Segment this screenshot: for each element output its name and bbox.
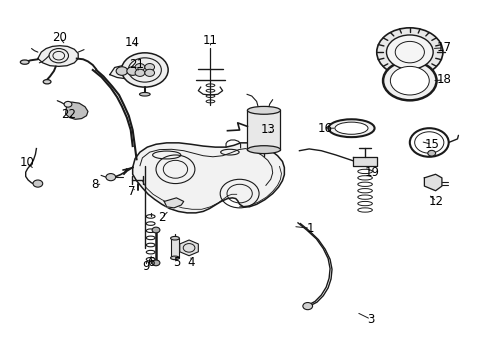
Ellipse shape [247, 107, 280, 114]
Text: 5: 5 [172, 256, 180, 269]
Text: 1: 1 [306, 222, 313, 235]
Polygon shape [38, 46, 78, 66]
Circle shape [427, 150, 435, 156]
Circle shape [302, 302, 312, 310]
Circle shape [64, 102, 72, 107]
Text: 21: 21 [129, 58, 144, 72]
Text: 2: 2 [158, 211, 165, 224]
Text: 3: 3 [366, 313, 374, 326]
Circle shape [33, 180, 42, 187]
Polygon shape [424, 174, 441, 191]
Text: 7: 7 [128, 185, 135, 198]
Text: 19: 19 [364, 166, 379, 179]
Circle shape [121, 53, 168, 87]
Polygon shape [110, 64, 141, 79]
Text: 22: 22 [61, 108, 76, 121]
Circle shape [152, 260, 160, 266]
Text: 16: 16 [317, 122, 331, 135]
Text: 6: 6 [147, 256, 155, 269]
Circle shape [106, 174, 116, 181]
Text: 4: 4 [187, 256, 194, 269]
Polygon shape [164, 198, 183, 208]
Text: 14: 14 [125, 36, 140, 49]
Circle shape [116, 67, 127, 75]
Text: 12: 12 [428, 195, 443, 208]
Ellipse shape [170, 237, 179, 240]
Circle shape [135, 64, 144, 71]
Bar [247, 111, 280, 150]
Ellipse shape [43, 80, 51, 84]
Ellipse shape [334, 122, 367, 134]
Text: 11: 11 [203, 34, 218, 47]
Circle shape [144, 69, 154, 76]
Polygon shape [65, 102, 88, 119]
Text: 10: 10 [19, 156, 34, 169]
Polygon shape [132, 143, 284, 213]
Circle shape [144, 64, 154, 71]
Circle shape [376, 28, 442, 76]
Polygon shape [352, 157, 376, 166]
Ellipse shape [170, 256, 179, 260]
Text: 9: 9 [142, 260, 149, 273]
Text: 13: 13 [260, 123, 275, 136]
Text: 17: 17 [435, 41, 450, 54]
Circle shape [126, 67, 138, 75]
Circle shape [389, 66, 428, 95]
Circle shape [386, 35, 432, 69]
Circle shape [135, 69, 144, 76]
Ellipse shape [328, 119, 374, 137]
Text: 8: 8 [91, 178, 98, 191]
Text: 18: 18 [435, 73, 450, 86]
Bar [170, 238, 179, 258]
Circle shape [382, 61, 436, 100]
Ellipse shape [247, 146, 280, 154]
Text: 15: 15 [424, 138, 438, 151]
Circle shape [152, 227, 160, 233]
Ellipse shape [139, 93, 150, 96]
Ellipse shape [20, 60, 29, 64]
Text: 20: 20 [52, 31, 67, 44]
